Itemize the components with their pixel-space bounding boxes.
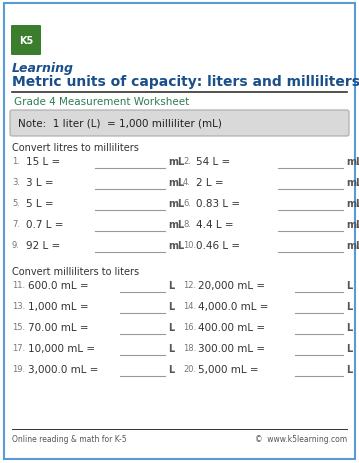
Text: L: L [346,281,352,290]
Text: Online reading & math for K-5: Online reading & math for K-5 [12,434,127,443]
FancyBboxPatch shape [10,111,349,137]
Text: 9.: 9. [12,240,20,250]
Text: 17.: 17. [12,343,25,352]
Text: mL: mL [168,156,184,167]
Text: Convert milliliters to liters: Convert milliliters to liters [12,266,139,276]
Text: L: L [168,364,174,374]
Text: 54 L =: 54 L = [196,156,230,167]
Text: L: L [346,343,352,353]
Text: 18.: 18. [183,343,196,352]
Text: Note:  1 liter (L)  = 1,000 milliliter (mL): Note: 1 liter (L) = 1,000 milliliter (mL… [18,118,222,128]
Text: 3.: 3. [12,178,20,187]
Text: mL: mL [168,178,184,188]
Text: 20.: 20. [183,364,196,373]
Text: 3 L =: 3 L = [26,178,53,188]
Text: 70.00 mL =: 70.00 mL = [28,322,89,332]
Text: L: L [168,301,174,311]
Text: 10.: 10. [183,240,196,250]
Text: mL: mL [168,199,184,208]
Text: 300.00 mL =: 300.00 mL = [198,343,265,353]
Text: L: L [346,301,352,311]
Text: 2.: 2. [183,156,191,166]
Text: L: L [168,322,174,332]
Text: 11.: 11. [12,281,25,289]
Text: Convert litres to milliliters: Convert litres to milliliters [12,143,139,153]
Text: L: L [346,364,352,374]
Text: 16.: 16. [183,322,196,332]
Text: 5 L =: 5 L = [26,199,53,208]
Text: 10,000 mL =: 10,000 mL = [28,343,95,353]
Text: ©  www.k5learning.com: © www.k5learning.com [255,434,347,443]
Text: 5,000 mL =: 5,000 mL = [198,364,258,374]
Text: 20,000 mL =: 20,000 mL = [198,281,265,290]
Text: 0.46 L =: 0.46 L = [196,240,240,250]
Text: 14.: 14. [183,301,196,310]
Text: 13.: 13. [12,301,25,310]
Text: 1.: 1. [12,156,20,166]
Text: L: L [346,322,352,332]
Text: 4.: 4. [183,178,191,187]
Text: 19.: 19. [12,364,25,373]
Text: 8.: 8. [183,219,191,229]
Text: 4,000.0 mL =: 4,000.0 mL = [198,301,269,311]
Text: 400.00 mL =: 400.00 mL = [198,322,265,332]
Text: mL: mL [346,199,359,208]
Text: mL: mL [168,240,184,250]
Text: 5.: 5. [12,199,20,207]
Text: 600.0 mL =: 600.0 mL = [28,281,89,290]
Text: mL: mL [346,156,359,167]
Text: 15 L =: 15 L = [26,156,60,167]
Text: 92 L =: 92 L = [26,240,60,250]
Text: 2 L =: 2 L = [196,178,224,188]
Text: mL: mL [346,178,359,188]
Text: mL: mL [346,240,359,250]
Text: Metric units of capacity: liters and milliliters: Metric units of capacity: liters and mil… [12,75,359,89]
Text: Grade 4 Measurement Worksheet: Grade 4 Measurement Worksheet [14,97,189,107]
Text: L: L [168,343,174,353]
Text: L: L [168,281,174,290]
Text: 0.7 L =: 0.7 L = [26,219,64,230]
Text: 1,000 mL =: 1,000 mL = [28,301,89,311]
Text: 15.: 15. [12,322,25,332]
Text: Learning: Learning [12,62,74,75]
Text: 4.4 L =: 4.4 L = [196,219,234,230]
Text: 0.83 L =: 0.83 L = [196,199,240,208]
Text: mL: mL [168,219,184,230]
FancyBboxPatch shape [11,26,41,56]
Text: K5: K5 [19,36,33,46]
Text: mL: mL [346,219,359,230]
Text: 3,000.0 mL =: 3,000.0 mL = [28,364,98,374]
Text: 6.: 6. [183,199,191,207]
Text: 7.: 7. [12,219,20,229]
Text: 12.: 12. [183,281,196,289]
